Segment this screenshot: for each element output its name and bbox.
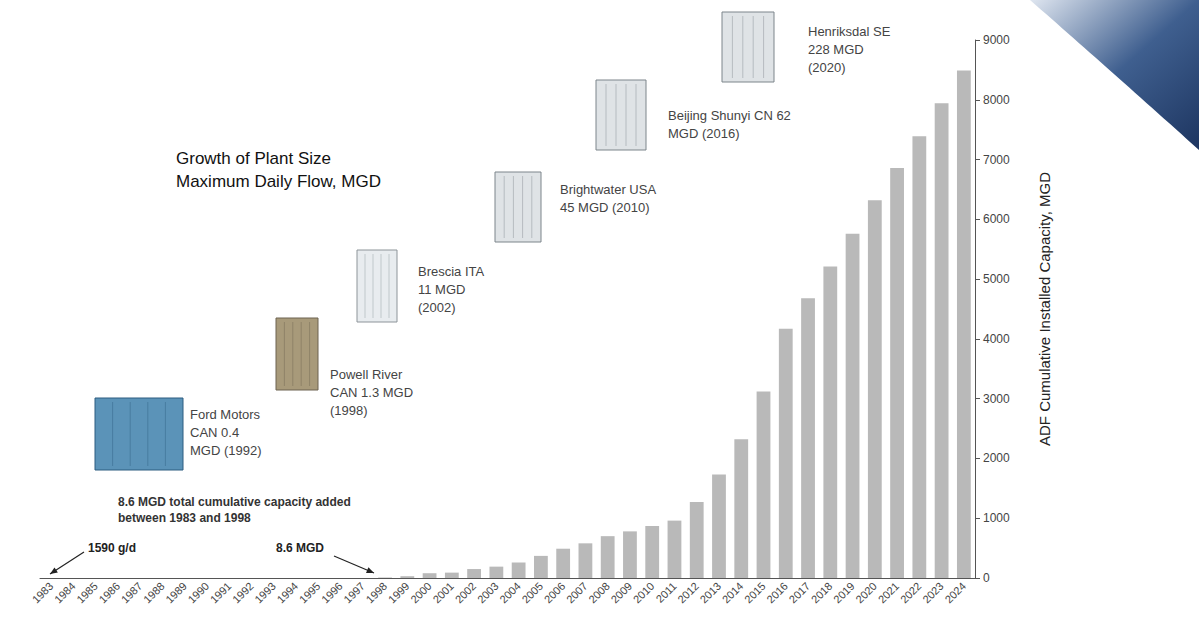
- svg-text:1984: 1984: [52, 580, 78, 606]
- svg-text:Brescia ITA: Brescia ITA: [418, 264, 485, 279]
- svg-text:1993: 1993: [252, 580, 278, 606]
- svg-text:MGD (2016): MGD (2016): [668, 126, 740, 141]
- svg-text:(1998): (1998): [330, 403, 368, 418]
- svg-text:11 MGD: 11 MGD: [418, 282, 465, 297]
- svg-text:2005: 2005: [519, 580, 545, 606]
- svg-text:2021: 2021: [876, 580, 902, 606]
- svg-text:(2002): (2002): [418, 300, 456, 315]
- svg-text:2012: 2012: [675, 580, 701, 606]
- svg-text:Brightwater USA: Brightwater USA: [560, 182, 656, 197]
- svg-text:2011: 2011: [654, 580, 679, 605]
- svg-text:6000: 6000: [983, 212, 1010, 226]
- svg-text:Beijing Shunyi CN 62: Beijing Shunyi CN 62: [668, 108, 791, 123]
- svg-text:2007: 2007: [564, 580, 590, 606]
- svg-text:1000: 1000: [983, 511, 1010, 525]
- svg-text:CAN 0.4: CAN 0.4: [190, 425, 239, 440]
- svg-text:8.6 MGD: 8.6 MGD: [276, 541, 324, 555]
- svg-text:1995: 1995: [297, 580, 323, 606]
- svg-text:1988: 1988: [141, 580, 167, 606]
- svg-text:CAN 1.3 MGD: CAN 1.3 MGD: [330, 385, 413, 400]
- svg-text:2008: 2008: [586, 580, 612, 606]
- svg-text:2002: 2002: [453, 580, 479, 606]
- svg-text:2018: 2018: [809, 580, 835, 606]
- svg-text:2004: 2004: [497, 580, 523, 606]
- svg-text:1991: 1991: [208, 580, 234, 606]
- svg-text:(2020): (2020): [808, 60, 846, 75]
- svg-text:45 MGD (2010): 45 MGD (2010): [560, 200, 650, 215]
- svg-text:2009: 2009: [608, 580, 634, 606]
- svg-text:2016: 2016: [764, 580, 790, 606]
- svg-text:1994: 1994: [274, 580, 300, 606]
- svg-text:2000: 2000: [408, 580, 434, 606]
- svg-text:0: 0: [983, 571, 990, 585]
- svg-text:Ford Motors: Ford Motors: [190, 407, 261, 422]
- svg-text:1996: 1996: [319, 580, 345, 606]
- svg-text:2015: 2015: [742, 580, 768, 606]
- svg-text:2006: 2006: [542, 580, 568, 606]
- svg-text:1998: 1998: [364, 580, 390, 606]
- svg-text:1992: 1992: [230, 580, 256, 606]
- svg-text:2024: 2024: [942, 580, 968, 606]
- svg-text:1983: 1983: [30, 580, 56, 606]
- svg-text:5000: 5000: [983, 272, 1010, 286]
- svg-text:1985: 1985: [74, 580, 100, 606]
- svg-text:2001: 2001: [430, 580, 456, 606]
- svg-text:1999: 1999: [386, 580, 412, 606]
- svg-text:8.6 MGD total cumulative capac: 8.6 MGD total cumulative capacity added: [118, 495, 351, 509]
- svg-text:1986: 1986: [96, 580, 122, 606]
- svg-text:1590 g/d: 1590 g/d: [88, 541, 136, 555]
- svg-text:4000: 4000: [983, 332, 1010, 346]
- svg-text:2020: 2020: [853, 580, 879, 606]
- svg-text:Growth of Plant Size: Growth of Plant Size: [176, 149, 331, 168]
- svg-text:Henriksdal SE: Henriksdal SE: [808, 24, 891, 39]
- svg-text:2022: 2022: [898, 580, 924, 606]
- svg-text:2010: 2010: [631, 580, 657, 606]
- svg-text:8000: 8000: [983, 93, 1010, 107]
- svg-text:2019: 2019: [831, 580, 857, 606]
- svg-text:3000: 3000: [983, 392, 1010, 406]
- svg-text:228 MGD: 228 MGD: [808, 42, 864, 57]
- svg-text:2000: 2000: [983, 451, 1010, 465]
- svg-text:2003: 2003: [475, 580, 501, 606]
- svg-text:1997: 1997: [341, 580, 367, 606]
- svg-text:ADF Cumulative Installed Capac: ADF Cumulative Installed Capacity, MGD: [1036, 172, 1053, 446]
- svg-text:MGD (1992): MGD (1992): [190, 443, 262, 458]
- svg-text:2023: 2023: [920, 580, 946, 606]
- svg-text:9000: 9000: [983, 33, 1010, 47]
- svg-text:2013: 2013: [697, 580, 723, 606]
- svg-text:1990: 1990: [185, 580, 211, 606]
- svg-text:2014: 2014: [720, 580, 746, 606]
- svg-text:7000: 7000: [983, 153, 1010, 167]
- svg-text:between 1983 and 1998: between 1983 and 1998: [118, 511, 251, 525]
- svg-text:Maximum Daily Flow, MGD: Maximum Daily Flow, MGD: [176, 172, 381, 191]
- svg-text:1987: 1987: [119, 580, 145, 606]
- svg-text:2017: 2017: [787, 580, 813, 606]
- svg-text:1989: 1989: [163, 580, 189, 606]
- svg-text:Powell River: Powell River: [330, 367, 403, 382]
